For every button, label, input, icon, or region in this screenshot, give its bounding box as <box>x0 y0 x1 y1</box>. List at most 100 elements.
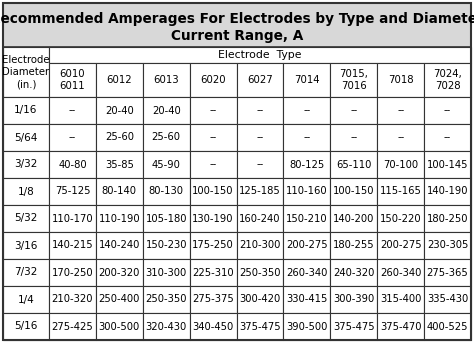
Text: 105-180: 105-180 <box>146 213 187 224</box>
Text: 150-210: 150-210 <box>286 213 328 224</box>
Text: Electrode  Type: Electrode Type <box>218 50 302 60</box>
Bar <box>283 286 330 313</box>
Bar <box>424 124 471 151</box>
Text: 140-200: 140-200 <box>333 213 374 224</box>
Bar <box>190 259 237 286</box>
Text: 80-140: 80-140 <box>102 187 137 197</box>
Text: 210-300: 210-300 <box>239 240 281 250</box>
Text: 125-185: 125-185 <box>239 187 281 197</box>
Bar <box>96 286 143 313</box>
Bar <box>3 178 49 205</box>
Text: 275-375: 275-375 <box>192 295 234 305</box>
Text: 300-500: 300-500 <box>99 321 140 331</box>
Bar <box>377 63 424 97</box>
Text: Current Range, A: Current Range, A <box>171 29 303 43</box>
Bar <box>190 124 237 151</box>
Bar <box>330 232 377 259</box>
Text: 35-85: 35-85 <box>105 159 134 169</box>
Text: 390-500: 390-500 <box>286 321 328 331</box>
Text: 200-275: 200-275 <box>286 240 328 250</box>
Bar <box>377 286 424 313</box>
Text: 260-340: 260-340 <box>380 268 421 277</box>
Text: 180-250: 180-250 <box>427 213 468 224</box>
Text: 20-40: 20-40 <box>152 106 181 116</box>
Text: 6013: 6013 <box>154 75 179 85</box>
Bar <box>237 259 283 286</box>
Text: 20-40: 20-40 <box>105 106 134 116</box>
Bar <box>3 47 49 97</box>
Bar <box>283 63 330 97</box>
Text: 340-450: 340-450 <box>192 321 234 331</box>
Bar <box>143 259 190 286</box>
Bar <box>330 205 377 232</box>
Bar <box>377 151 424 178</box>
Bar <box>143 124 190 151</box>
Bar <box>377 259 424 286</box>
Bar <box>3 151 49 178</box>
Text: 25-60: 25-60 <box>152 132 181 142</box>
Text: 170-250: 170-250 <box>52 268 93 277</box>
Text: 140-240: 140-240 <box>99 240 140 250</box>
Bar <box>49 124 96 151</box>
Bar <box>283 205 330 232</box>
Bar <box>424 151 471 178</box>
Text: --: -- <box>210 106 217 116</box>
Bar <box>143 205 190 232</box>
Bar <box>237 313 283 340</box>
Text: 5/16: 5/16 <box>14 321 38 331</box>
Bar <box>424 97 471 124</box>
Text: 150-220: 150-220 <box>380 213 421 224</box>
Bar <box>330 259 377 286</box>
Text: 225-310: 225-310 <box>192 268 234 277</box>
Text: 6012: 6012 <box>107 75 132 85</box>
Bar <box>283 178 330 205</box>
Text: --: -- <box>256 159 264 169</box>
Bar <box>96 63 143 97</box>
Text: 310-300: 310-300 <box>146 268 187 277</box>
Text: 375-470: 375-470 <box>380 321 421 331</box>
Text: 25-60: 25-60 <box>105 132 134 142</box>
Text: 200-320: 200-320 <box>99 268 140 277</box>
Text: 140-190: 140-190 <box>427 187 468 197</box>
Bar <box>49 151 96 178</box>
Text: --: -- <box>350 132 357 142</box>
Text: 330-415: 330-415 <box>286 295 328 305</box>
Text: 5/64: 5/64 <box>14 132 38 142</box>
Text: 5/32: 5/32 <box>14 213 38 224</box>
Text: --: -- <box>69 132 76 142</box>
Bar <box>96 151 143 178</box>
Bar <box>377 124 424 151</box>
Bar <box>330 97 377 124</box>
Bar <box>143 232 190 259</box>
Text: 40-80: 40-80 <box>58 159 87 169</box>
Bar <box>377 97 424 124</box>
Bar <box>190 205 237 232</box>
Text: --: -- <box>397 106 404 116</box>
Bar <box>96 205 143 232</box>
Bar <box>237 97 283 124</box>
Bar <box>96 124 143 151</box>
Text: Electrode
Diameter
(in.): Electrode Diameter (in.) <box>2 55 50 90</box>
Text: 320-430: 320-430 <box>146 321 187 331</box>
Bar <box>330 124 377 151</box>
Bar <box>330 313 377 340</box>
Bar <box>237 124 283 151</box>
Text: 1/4: 1/4 <box>18 295 35 305</box>
Text: 230-305: 230-305 <box>427 240 468 250</box>
Bar <box>424 313 471 340</box>
Text: 375-475: 375-475 <box>239 321 281 331</box>
Text: 100-145: 100-145 <box>427 159 468 169</box>
Bar <box>237 205 283 232</box>
Text: 375-475: 375-475 <box>333 321 374 331</box>
Bar <box>283 124 330 151</box>
Text: 175-250: 175-250 <box>192 240 234 250</box>
Text: 100-150: 100-150 <box>192 187 234 197</box>
Bar <box>377 205 424 232</box>
Bar <box>3 286 49 313</box>
Bar <box>49 313 96 340</box>
Text: 80-130: 80-130 <box>149 187 184 197</box>
Bar <box>424 178 471 205</box>
Bar <box>3 313 49 340</box>
Bar <box>143 97 190 124</box>
Text: 180-255: 180-255 <box>333 240 374 250</box>
